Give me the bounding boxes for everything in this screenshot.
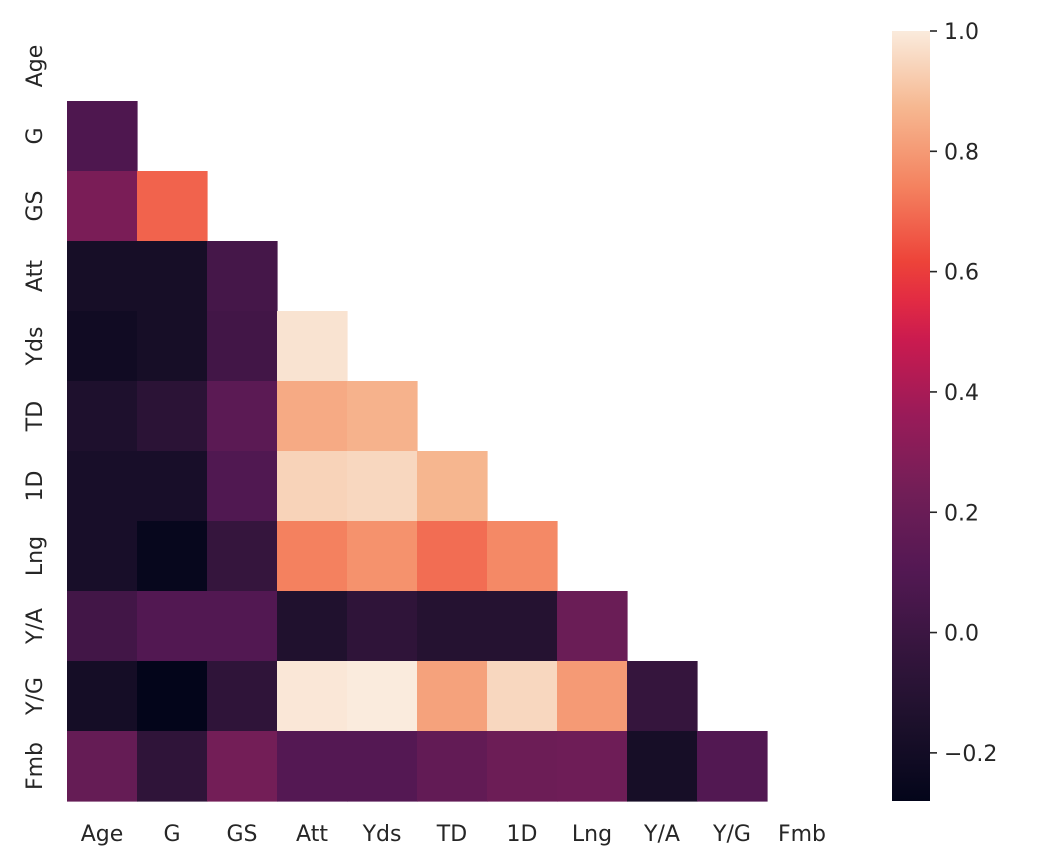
heatmap-cell-Fmb-Yds: [347, 731, 418, 802]
heatmap-cell-GS-Age: [67, 171, 138, 242]
heatmap-cell-Lng-GS: [207, 521, 278, 592]
heatmap-cell-Y/G-Lng: [557, 661, 628, 732]
heatmap-cell-Y/G-TD: [417, 661, 488, 732]
heatmap-cell-Lng-TD: [417, 521, 488, 592]
heatmap-cell-TD-G: [137, 381, 208, 452]
colorbar: −0.2 0.0 0.2 0.4 0.6 0.8 1.0: [892, 20, 997, 801]
y-tick-label: TD: [23, 401, 48, 432]
heatmap-cell-Fmb-Age: [67, 731, 138, 802]
heatmap-cell-Lng-Yds: [347, 521, 418, 592]
heatmap-cell-Lng-1D: [487, 521, 558, 592]
heatmap-cell-GS-G: [137, 171, 208, 242]
x-tick-label: Age: [81, 822, 124, 847]
heatmap-cell-Y/A-G: [137, 591, 208, 662]
y-tick-label: Y/G: [23, 677, 48, 716]
heatmap-cell-1D-TD: [417, 451, 488, 522]
heatmap-cell-Y/A-1D: [487, 591, 558, 662]
heatmap-cell-Yds-Att: [277, 311, 348, 382]
y-tick-label: Fmb: [23, 742, 48, 790]
colorbar-tick-label: 0.8: [944, 140, 979, 165]
heatmap-cell-1D-Att: [277, 451, 348, 522]
heatmap-cell-G-Age: [67, 101, 138, 172]
y-tick-label: Y/A: [23, 608, 48, 645]
x-tick-label: 1D: [507, 822, 538, 847]
heatmap-cell-Yds-G: [137, 311, 208, 382]
colorbar-tick-label: −0.2: [944, 742, 997, 767]
heatmap-cell-Fmb-Y/A: [627, 731, 698, 802]
heatmap-cell-Y/A-TD: [417, 591, 488, 662]
x-axis-tick-labels: Age G GS Att Yds TD 1D Lng Y/A Y/G Fmb: [81, 822, 826, 847]
heatmap-cell-Fmb-Att: [277, 731, 348, 802]
x-tick-label: Yds: [362, 822, 402, 847]
heatmap-cell-Y/G-Att: [277, 661, 348, 732]
heatmap-cell-Fmb-TD: [417, 731, 488, 802]
heatmap-cell-Y/A-Age: [67, 591, 138, 662]
heatmap-cell-Y/A-Lng: [557, 591, 628, 662]
heatmap-cell-Att-G: [137, 241, 208, 312]
heatmap-cell-Y/A-Yds: [347, 591, 418, 662]
heatmap-cell-Att-Age: [67, 241, 138, 312]
heatmap-cell-Y/G-Age: [67, 661, 138, 732]
heatmap-cell-TD-Att: [277, 381, 348, 452]
heatmap-cell-Y/A-Att: [277, 591, 348, 662]
heatmap-cell-Att-GS: [207, 241, 278, 312]
x-tick-label: GS: [226, 822, 257, 847]
heatmap-cell-Y/G-1D: [487, 661, 558, 732]
x-tick-label: G: [163, 822, 180, 847]
x-tick-label: Y/A: [643, 822, 680, 847]
y-tick-label: Att: [23, 260, 48, 292]
y-tick-label: 1D: [23, 471, 48, 502]
y-tick-label: Lng: [23, 536, 48, 576]
y-tick-label: GS: [23, 190, 48, 221]
heatmap-cell-Fmb-1D: [487, 731, 558, 802]
x-tick-label: Lng: [572, 822, 612, 847]
heatmap-cell-Y/A-GS: [207, 591, 278, 662]
heatmap-cell-Lng-G: [137, 521, 208, 592]
colorbar-tick-label: 0.2: [944, 501, 979, 526]
heatmap-cell-Fmb-G: [137, 731, 208, 802]
heatmap-cell-1D-GS: [207, 451, 278, 522]
heatmap-cell-Fmb-Lng: [557, 731, 628, 802]
y-tick-label: Age: [23, 45, 48, 88]
heatmap-cell-Y/G-GS: [207, 661, 278, 732]
heatmap-cell-Y/G-Yds: [347, 661, 418, 732]
heatmap-cell-Fmb-GS: [207, 731, 278, 802]
heatmap-cell-Lng-Att: [277, 521, 348, 592]
heatmap-cell-Lng-Age: [67, 521, 138, 592]
colorbar-ticks: −0.2 0.0 0.2 0.4 0.6 0.8 1.0: [930, 20, 997, 767]
x-tick-label: Att: [296, 822, 328, 847]
heatmap-cell-Y/G-Y/A: [627, 661, 698, 732]
heatmap-cell-Y/G-G: [137, 661, 208, 732]
x-tick-label: Y/G: [712, 822, 751, 847]
heatmap-cell-TD-Yds: [347, 381, 418, 452]
colorbar-tick-label: 1.0: [944, 20, 979, 45]
colorbar-tick-label: 0.0: [944, 622, 979, 647]
y-tick-label: Yds: [23, 327, 48, 367]
heatmap-cell-1D-Yds: [347, 451, 418, 522]
heatmap-cell-1D-G: [137, 451, 208, 522]
heatmap-cell-TD-GS: [207, 381, 278, 452]
y-axis-tick-labels: Age G GS Att Yds TD 1D Lng Y/A Y/G Fmb: [23, 45, 48, 790]
heatmap-cell-Fmb-Y/G: [697, 731, 768, 802]
x-tick-label: Fmb: [778, 822, 826, 847]
heatmap-cell-Yds-Age: [67, 311, 138, 382]
colorbar-scale: [892, 31, 930, 801]
heatmap-cells: [67, 101, 768, 802]
heatmap-cell-TD-Age: [67, 381, 138, 452]
x-tick-label: TD: [436, 822, 467, 847]
colorbar-tick-label: 0.6: [944, 261, 979, 286]
heatmap-cell-Yds-GS: [207, 311, 278, 382]
colorbar-tick-label: 0.4: [944, 381, 979, 406]
heatmap-cell-1D-Age: [67, 451, 138, 522]
y-tick-label: G: [23, 127, 48, 144]
